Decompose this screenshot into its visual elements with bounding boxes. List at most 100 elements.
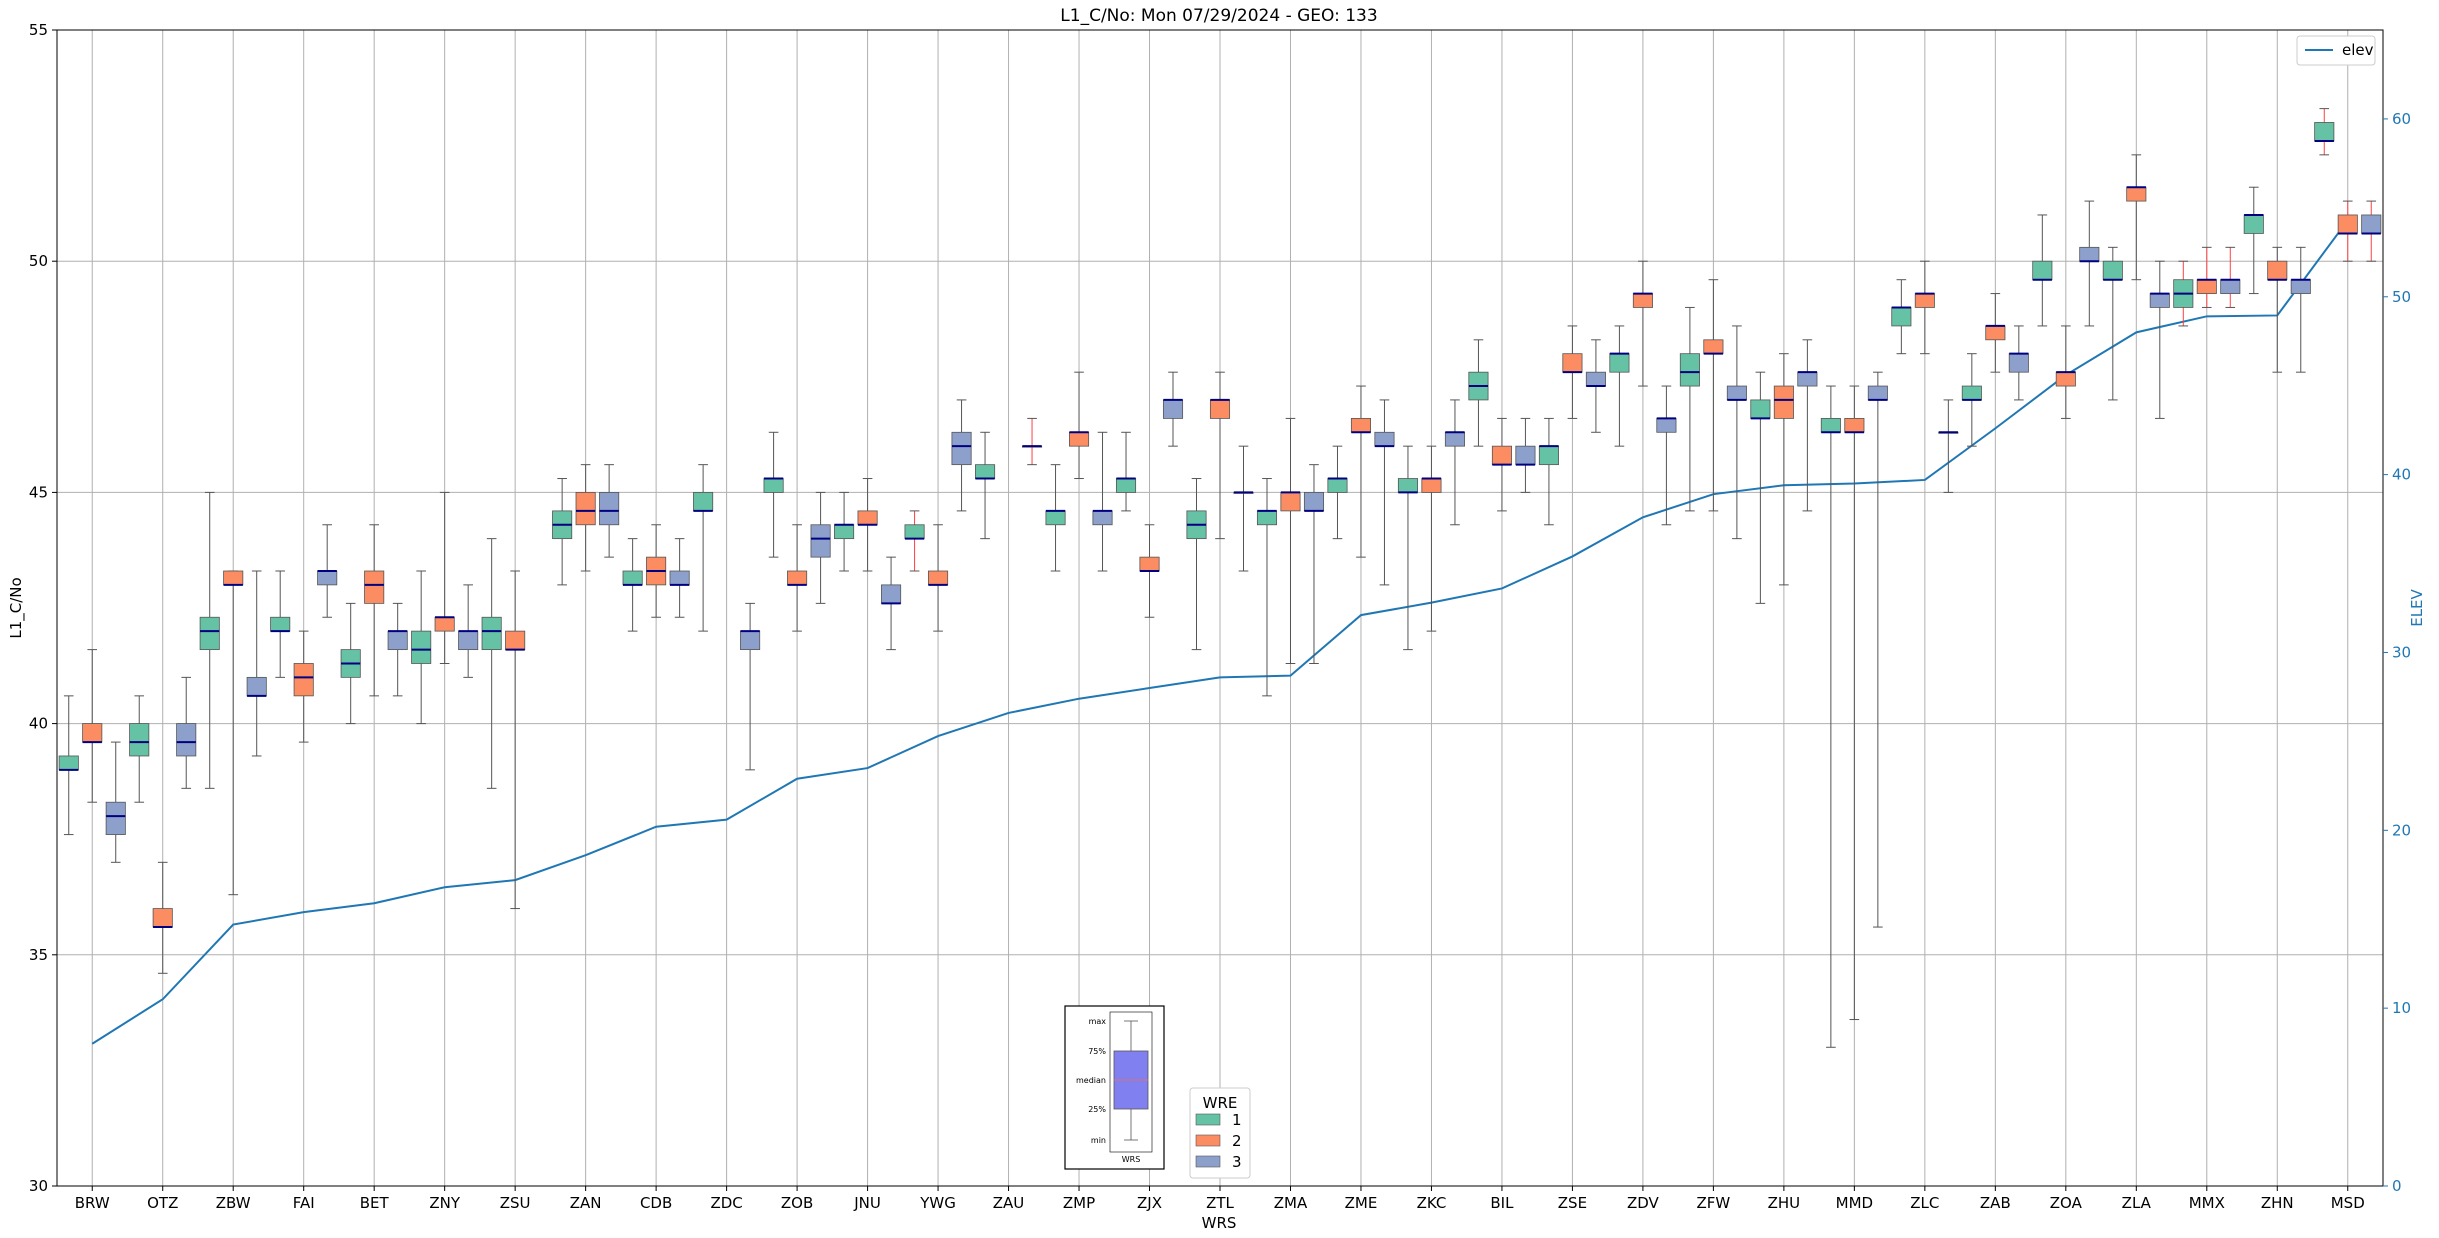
- iqr-box: [2079, 246, 2100, 262]
- x-tick-label: ZMP: [1063, 1194, 1095, 1212]
- box-wre2-zob: [787, 524, 808, 632]
- iqr-box: [2314, 122, 2335, 142]
- wre-legend-swatch-2: [1195, 1134, 1221, 1147]
- iqr-box: [1891, 307, 1912, 327]
- right-y-tick-label: 20: [2392, 821, 2411, 839]
- box-wre2-zma: [1280, 417, 1301, 664]
- iqr-box: [1162, 399, 1184, 419]
- x-tick-label: FAI: [293, 1194, 315, 1212]
- inset-label-q1: 25%: [1088, 1105, 1106, 1114]
- box-wre2-zsu: [505, 570, 526, 910]
- iqr-box: [1068, 431, 1090, 447]
- iqr-box: [904, 524, 925, 540]
- box-wre1-zhn: [2243, 186, 2264, 295]
- iqr-box: [434, 616, 455, 632]
- x-tick-label: ZHU: [1768, 1194, 1801, 1212]
- inset-label-max: max: [1089, 1017, 1107, 1026]
- box-wre1-zau: [975, 431, 996, 540]
- right-y-tick-label: 0: [2392, 1177, 2402, 1195]
- iqr-box: [1280, 491, 1301, 512]
- box-wre3-zhn: [2290, 246, 2311, 373]
- iqr-box: [810, 524, 831, 558]
- iqr-box: [246, 676, 267, 697]
- box-wre1-zbw: [199, 491, 220, 789]
- box-wre1-zfw: [1679, 306, 1700, 512]
- x-tick-label: ZSU: [500, 1194, 531, 1212]
- chart-title: L1_C/No: Mon 07/29/2024 - GEO: 133: [1060, 6, 1377, 26]
- iqr-box: [1985, 325, 2006, 341]
- wre-legend-frame: [1189, 1087, 1251, 1179]
- inset-label-q3: 75%: [1088, 1047, 1106, 1056]
- iqr-box: [1327, 478, 1348, 493]
- box-wre3-zme: [1374, 399, 1395, 586]
- y-tick-label: 55: [29, 21, 48, 39]
- iqr-box: [458, 630, 479, 651]
- right-y-axis-ticks: 0 10 20 30 40 50 60: [2383, 110, 2411, 1195]
- right-y-axis-label: ELEV: [2408, 588, 2426, 626]
- iqr-box: [1139, 556, 1160, 572]
- iqr-box: [129, 723, 150, 757]
- iqr-box: [1914, 293, 1935, 308]
- iqr-box: [1045, 510, 1066, 526]
- box-wre3-bet: [387, 602, 408, 697]
- iqr-box: [505, 630, 526, 651]
- iqr-box: [1609, 353, 1630, 373]
- box-wre3-zau: [1022, 417, 1043, 466]
- box-wre3-otz: [176, 676, 197, 789]
- iqr-box: [2267, 260, 2288, 281]
- iqr-box: [975, 464, 996, 479]
- box-wre1-zme: [1327, 445, 1348, 540]
- iqr-box: [2126, 186, 2147, 202]
- x-tick-label: ZAN: [570, 1194, 602, 1212]
- iqr-box: [2337, 214, 2358, 234]
- box-wre2-zan: [575, 464, 596, 572]
- iqr-box: [1679, 353, 1700, 387]
- x-tick-label: ZDC: [710, 1194, 742, 1212]
- box-wre1-zlc: [1891, 279, 1912, 355]
- y-tick-label: 30: [29, 1177, 48, 1195]
- box-wre3-zmp: [1092, 431, 1113, 572]
- iqr-box: [1773, 385, 1794, 419]
- box-wre1-zse: [1538, 417, 1559, 526]
- x-tick-label: ZOB: [781, 1194, 813, 1212]
- iqr-box: [1562, 353, 1583, 373]
- box-wre1-zla: [2102, 246, 2123, 401]
- box-wre3-jnu: [881, 556, 902, 651]
- iqr-box: [1538, 445, 1559, 466]
- box-wre1-zdv: [1609, 325, 1630, 447]
- box-wre2-zla: [2126, 154, 2147, 281]
- iqr-box: [1515, 445, 1536, 466]
- box-wre2-ztl: [1209, 371, 1231, 540]
- box-wre3-bil: [1515, 417, 1536, 493]
- x-tick-label: ZNY: [429, 1194, 460, 1212]
- box-wre2-ywg: [928, 524, 949, 632]
- x-tick-label: ZAU: [993, 1194, 1025, 1212]
- iqr-box: [105, 801, 126, 835]
- iqr-box: [1350, 418, 1372, 433]
- x-tick-label: ZLC: [1910, 1194, 1939, 1212]
- x-tick-label: ZAB: [1980, 1194, 2011, 1212]
- x-tick-label: BIL: [1490, 1194, 1514, 1212]
- iqr-box: [2102, 260, 2123, 281]
- y-axis-ticks: 30 35 40 45 50 55: [29, 21, 57, 1195]
- box-wre1-zdc: [693, 464, 714, 632]
- box-wre3-zse: [1585, 339, 1606, 433]
- iqr-box: [481, 616, 502, 651]
- x-tick-label: ZDV: [1627, 1194, 1660, 1212]
- box-wre3-zdc: [740, 602, 761, 771]
- right-y-tick-label: 50: [2392, 288, 2411, 306]
- iqr-box: [270, 616, 291, 632]
- iqr-box: [1092, 510, 1113, 526]
- box-wre1-ztl: [1186, 478, 1207, 651]
- iqr-box: [834, 524, 855, 540]
- box-wre2-bil: [1491, 417, 1512, 512]
- box-wre1-bil: [1468, 339, 1489, 447]
- x-axis-label: WRS: [1202, 1214, 1237, 1232]
- x-tick-label: ZTL: [1206, 1194, 1234, 1212]
- y-tick-label: 50: [29, 252, 48, 270]
- wre-legend-label-2: 2: [1232, 1132, 1242, 1150]
- box-wre3-zla: [2149, 260, 2170, 419]
- x-tick-label: MSD: [2331, 1194, 2365, 1212]
- iqr-box: [669, 570, 690, 586]
